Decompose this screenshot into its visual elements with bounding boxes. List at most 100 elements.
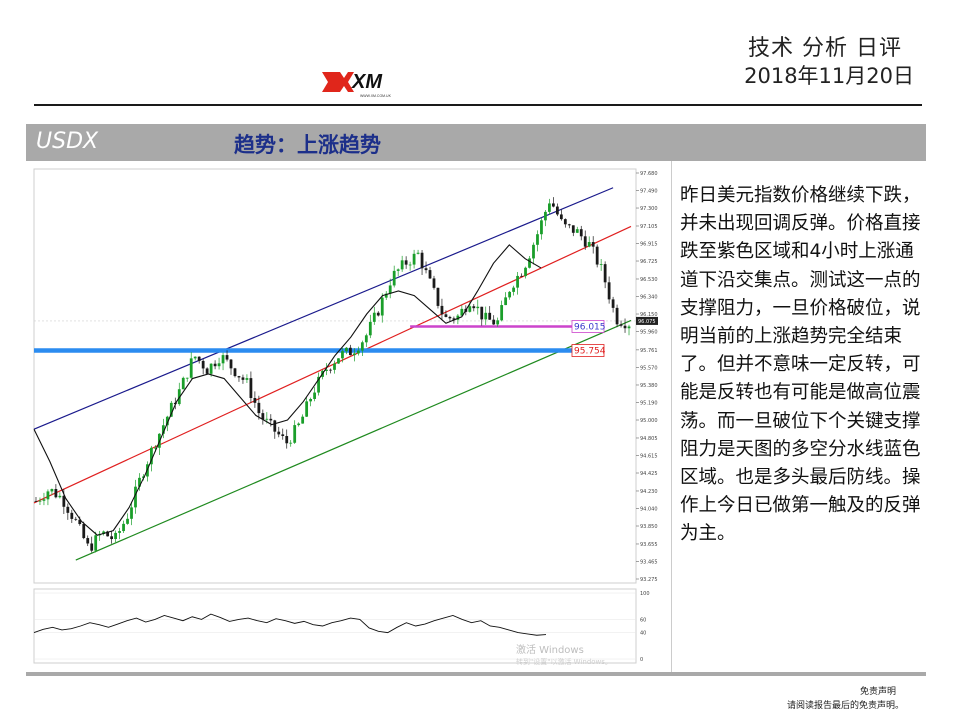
candle-body <box>289 442 293 444</box>
candle-body <box>38 500 42 502</box>
price-tick-label: 94.230 <box>640 489 658 495</box>
candle-body <box>181 377 185 390</box>
candle-body <box>476 306 480 309</box>
candle-body <box>257 402 261 414</box>
candle-body <box>233 368 237 377</box>
candle-body <box>492 319 496 325</box>
candle-body <box>536 234 539 245</box>
oscillator-tick-label: 60 <box>640 617 646 623</box>
candle-body <box>360 342 364 351</box>
oscillator-line <box>33 613 547 636</box>
candle-body <box>500 305 504 321</box>
candle-body <box>524 267 527 277</box>
candle-body <box>392 270 396 286</box>
candle-body <box>368 321 372 336</box>
candle-body <box>94 535 98 551</box>
candle-body <box>563 219 567 225</box>
candle-body <box>516 275 519 288</box>
level-label: 95.754 <box>574 347 606 357</box>
candle-body <box>615 307 619 325</box>
price-tick-label: 95.190 <box>640 400 658 406</box>
price-tick-label: 94.425 <box>640 471 658 477</box>
candle-body <box>62 495 66 507</box>
candle-body <box>452 318 456 320</box>
channel-line <box>75 319 632 561</box>
candle-body <box>265 418 269 420</box>
price-tick-label: 96.150 <box>640 312 658 318</box>
candle-body <box>281 434 285 437</box>
candle-body <box>110 536 114 540</box>
candle-body <box>364 335 368 343</box>
candle-body <box>579 229 583 237</box>
candle-body <box>245 378 249 380</box>
svg-text:XM: XM <box>351 71 383 93</box>
candle-body <box>241 377 245 380</box>
candle-body <box>189 358 193 378</box>
candle-body <box>341 351 344 359</box>
oscillator-tick-label: 40 <box>640 631 646 637</box>
analysis-commentary: 昨日美元指数价格继续下跌，并未出现回调反弹。价格直接跌至紫色区域和4小时上涨通道… <box>680 185 921 545</box>
candle-body <box>607 282 611 300</box>
disclaimer-title: 免责声明 <box>859 687 896 697</box>
candle-body <box>428 270 432 279</box>
candle-body <box>102 531 106 534</box>
symbol-name: USDX <box>36 129 99 154</box>
candle-body <box>197 356 201 361</box>
candle-body <box>548 203 551 212</box>
price-tick-label: 94.805 <box>640 436 658 442</box>
candle-body <box>58 495 62 498</box>
candle-body <box>551 203 555 207</box>
candle-body <box>122 523 125 532</box>
candle-body <box>611 299 615 308</box>
candle-body <box>229 359 233 369</box>
candle-body <box>468 306 472 312</box>
candle-body <box>540 220 543 235</box>
price-tick-label: 94.615 <box>640 453 658 459</box>
candle-body <box>345 347 348 352</box>
candle-body <box>496 320 500 325</box>
level-label-box <box>571 320 605 333</box>
price-tick-label: 97.300 <box>640 206 658 212</box>
candle-body <box>424 268 428 271</box>
candle-body <box>448 316 452 319</box>
candle-body <box>337 358 340 364</box>
candle-body <box>460 308 464 316</box>
candle-body <box>130 507 133 519</box>
candle-body <box>627 326 631 329</box>
candle-body <box>595 246 599 265</box>
candle-body <box>50 489 54 492</box>
candle-body <box>384 293 388 298</box>
price-tick-label: 95.570 <box>640 365 658 371</box>
candle-body <box>309 398 313 402</box>
candle-body <box>432 278 436 288</box>
candle-body <box>352 353 356 356</box>
candle-body <box>78 519 82 525</box>
candle-body <box>444 314 448 317</box>
candle-body <box>603 264 607 283</box>
candle-body <box>583 236 587 247</box>
price-tick-label: 97.105 <box>640 224 658 230</box>
candle-body <box>126 518 129 524</box>
candle-body <box>261 413 265 420</box>
candle-body <box>555 206 559 215</box>
candle-body <box>301 416 305 424</box>
candle-body <box>412 253 416 265</box>
candle-body <box>165 416 169 426</box>
candle-body <box>249 378 253 399</box>
candle-body <box>138 477 141 487</box>
moving-average-line <box>33 244 542 536</box>
candle-body <box>46 491 50 500</box>
candle-body <box>329 369 332 371</box>
candle-body <box>213 363 217 367</box>
price-chart: 97.680 97.490 97.300 97.105 96.915 96.725 96.5… <box>33 168 658 666</box>
candle-body <box>456 315 460 320</box>
price-tick-label: 96.340 <box>640 295 658 301</box>
candle-body <box>118 531 121 533</box>
candle-body <box>277 431 281 435</box>
current-price-label: 96.075 <box>638 319 656 325</box>
candle-body <box>372 312 376 322</box>
candle-body <box>380 297 384 316</box>
candle-body <box>317 376 320 393</box>
candle-body <box>42 499 46 501</box>
candle-body <box>349 347 352 356</box>
